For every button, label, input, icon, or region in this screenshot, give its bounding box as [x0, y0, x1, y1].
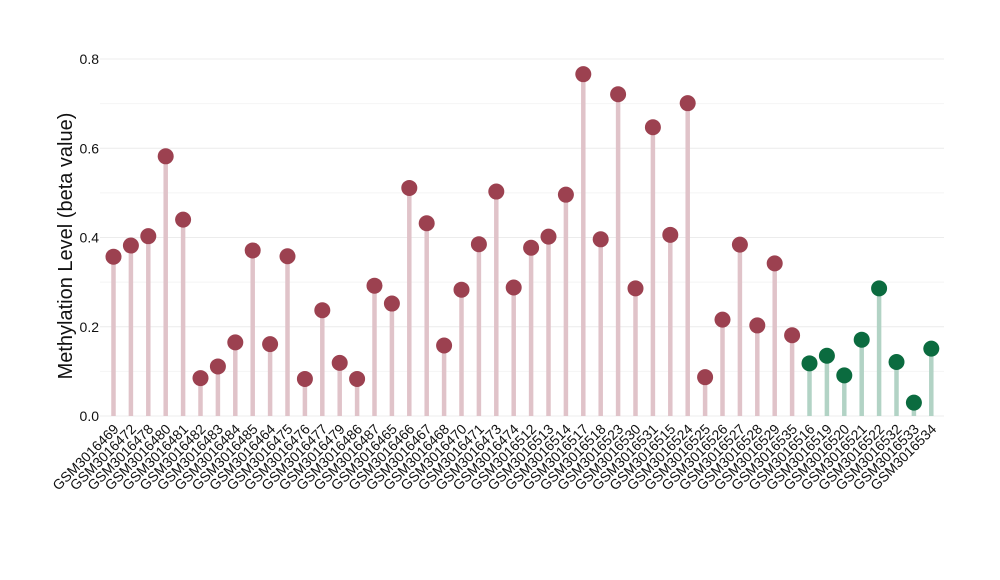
lollipop-point [105, 248, 122, 265]
lollipop-point [505, 279, 522, 296]
lollipop-point [540, 228, 557, 245]
y-tick-label: 0.6 [80, 140, 100, 156]
lollipop-point [401, 179, 418, 196]
lollipop-point [523, 239, 540, 256]
x-axis-ticks: GSM3016469GSM3016472GSM3016478GSM3016480… [49, 421, 939, 494]
y-tick-label: 0.2 [80, 319, 100, 335]
lollipop-point [349, 370, 366, 387]
lollipop-point [122, 237, 139, 254]
point-layer [105, 66, 940, 411]
lollipop-point [888, 354, 905, 371]
lollipop-point [679, 95, 696, 112]
lollipop-point [784, 327, 801, 344]
lollipop-point [244, 242, 261, 259]
lollipop-point [366, 277, 383, 294]
lollipop-point [418, 215, 435, 232]
lollipop-point [801, 355, 818, 372]
lollipop-point [905, 394, 922, 411]
lollipop-point [175, 211, 192, 228]
lollipop-point [697, 369, 714, 386]
lollipop-point [383, 295, 400, 312]
lollipop-point [714, 311, 731, 328]
lollipop-point [488, 183, 505, 200]
lollipop-point [923, 340, 940, 357]
lollipop-point [627, 280, 644, 297]
lollipop-point [279, 248, 296, 265]
lollipop-point [731, 236, 748, 253]
lollipop-point [836, 367, 853, 384]
lollipop-point [871, 280, 888, 297]
lollipop-point [749, 317, 766, 334]
y-axis-ticks: 0.0 0.2 0.4 0.6 0.8 [80, 51, 100, 424]
lollipop-point [557, 186, 574, 203]
lollipop-point [610, 86, 627, 103]
lollipop-point [818, 347, 835, 364]
lollipop-point [262, 336, 279, 353]
lollipop-point [331, 354, 348, 371]
y-tick-label: 0.8 [80, 51, 100, 67]
grid-layer [100, 58, 944, 417]
lollipop-point [227, 334, 244, 351]
lollipop-point [192, 370, 209, 387]
lollipop-point [314, 302, 331, 319]
lollipop-point [453, 281, 470, 298]
lollipop-point [644, 119, 661, 136]
lollipop-point [209, 358, 226, 375]
lollipop-point [296, 370, 313, 387]
stem-layer [111, 74, 934, 416]
lollipop-point [470, 236, 487, 253]
lollipop-point [157, 148, 174, 165]
lollipop-point [662, 226, 679, 243]
lollipop-point [766, 255, 783, 272]
y-axis-title: Methylation Level (beta value) [55, 113, 77, 380]
y-tick-label: 0.0 [80, 408, 100, 424]
lollipop-point [575, 66, 592, 83]
lollipop-point [853, 331, 870, 348]
lollipop-point [436, 337, 453, 354]
y-tick-label: 0.4 [80, 230, 100, 246]
lollipop-point [140, 228, 157, 245]
lollipop-point [592, 231, 609, 248]
